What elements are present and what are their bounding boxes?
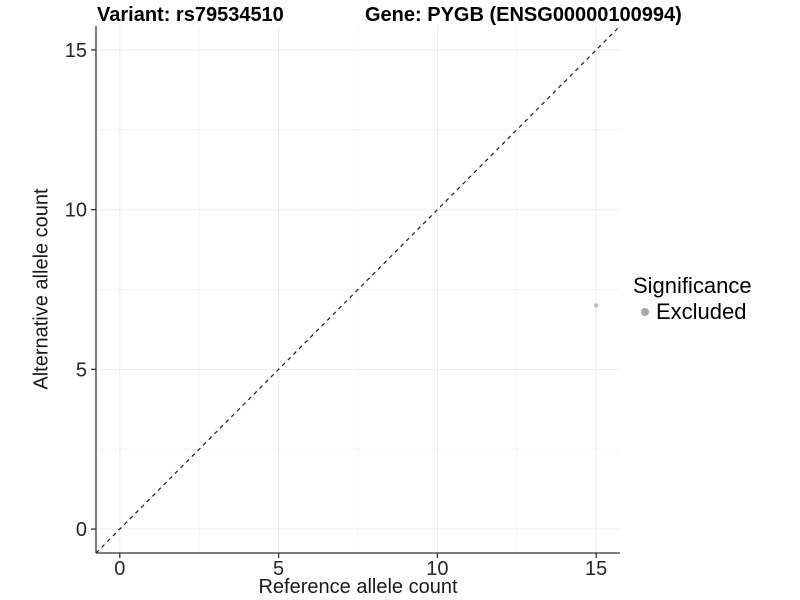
y-tick-label: 0: [76, 519, 87, 541]
y-tick-label: 15: [65, 40, 87, 62]
legend-item-excluded: Excluded: [633, 299, 752, 325]
y-tick-label: 10: [65, 200, 87, 222]
axis-ticks: 0 0 5 5 10 10 15 15: [65, 40, 608, 580]
x-tick-label: 10: [426, 558, 448, 580]
x-tick-label: 0: [114, 558, 125, 580]
gene-title: Gene: PYGB (ENSG00000100994): [365, 4, 682, 26]
legend-item-label: Excluded: [656, 299, 747, 324]
x-axis-title: Reference allele count: [258, 576, 458, 598]
x-tick-label: 15: [585, 558, 607, 580]
data-point: [593, 303, 599, 308]
variant-title: Variant: rs79534510: [97, 4, 284, 26]
grid-major: [96, 26, 620, 553]
legend-title: Significance: [633, 273, 752, 298]
data-points: [593, 303, 599, 308]
excluded-point-icon: [641, 308, 649, 316]
grid-minor: [96, 26, 620, 553]
identity-line: [95, 25, 621, 554]
legend: Significance Excluded: [633, 273, 752, 325]
axis-lines: [95, 26, 620, 554]
x-tick-label: 5: [273, 558, 284, 580]
y-axis-title: Alternative allele count: [30, 188, 53, 390]
y-tick-label: 5: [76, 359, 87, 381]
